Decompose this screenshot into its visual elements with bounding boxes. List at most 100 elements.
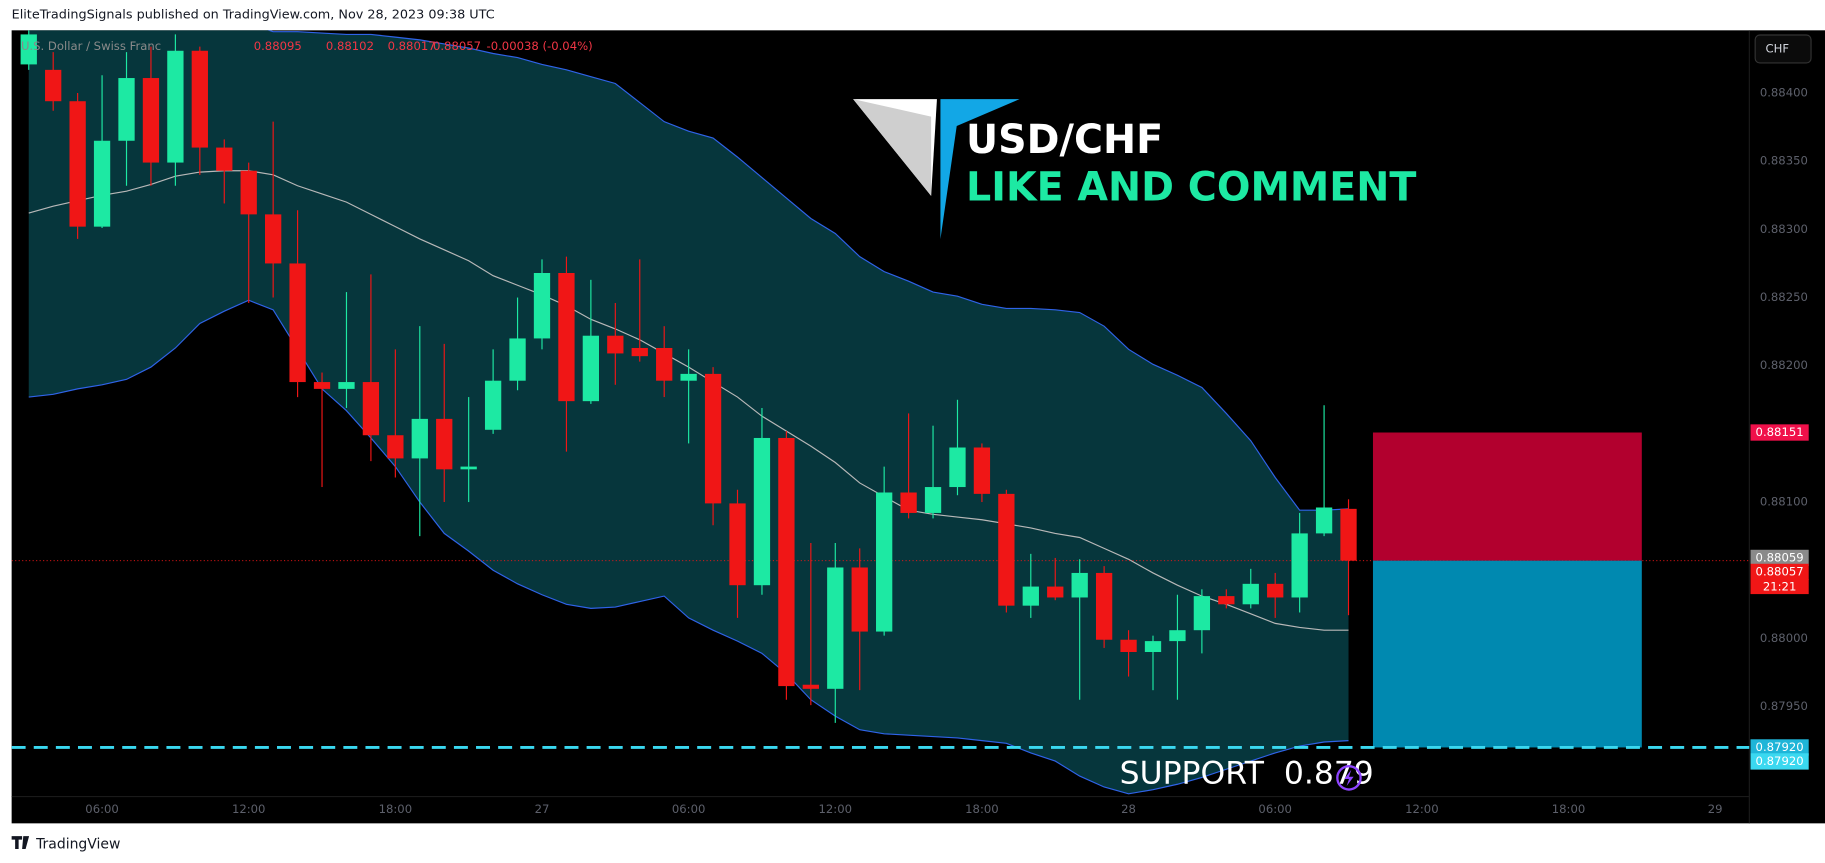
- legend: U.S. Dollar / Swiss Franc 0.88095 0.8810…: [21, 39, 593, 53]
- currency-button[interactable]: [1754, 34, 1812, 64]
- y-tick-label: 0.88100: [1760, 495, 1808, 509]
- annotation-title: USD/CHF: [966, 117, 1163, 163]
- price-label: 0.87920: [1756, 740, 1804, 754]
- target-zone: [1372, 560, 1642, 748]
- x-tick-label: 28: [1121, 802, 1136, 816]
- countdown-box: [1750, 578, 1809, 595]
- candle-body: [509, 338, 526, 381]
- published-text: EliteTradingSignals published on Trading…: [12, 8, 495, 23]
- price-label-box: [1750, 549, 1809, 567]
- candle-body: [1193, 596, 1211, 631]
- x-tick-label: 06:00: [85, 802, 119, 816]
- price-label-box: [1750, 424, 1809, 441]
- price-label-box: [1750, 739, 1809, 756]
- candle-body: [387, 435, 404, 459]
- candle-body: [1291, 533, 1308, 598]
- icon-bolt: [1344, 769, 1354, 787]
- candle-body: [973, 447, 991, 494]
- candle-body: [949, 447, 966, 488]
- candle-body: [240, 170, 257, 215]
- candle-body: [362, 382, 380, 436]
- y-tick-label: 0.88350: [1760, 154, 1808, 168]
- candle-body: [1340, 508, 1357, 561]
- y-tick-label: 0.87950: [1760, 699, 1808, 713]
- candle-body: [1242, 583, 1259, 605]
- candle-body: [191, 50, 208, 148]
- candle-body: [1120, 639, 1137, 653]
- candle-body: [704, 373, 722, 504]
- band-upper: [267, 30, 1349, 511]
- candle-body: [631, 347, 648, 357]
- candle-body: [753, 437, 771, 586]
- candle-body: [167, 50, 184, 163]
- y-tick-label: 0.88400: [1760, 86, 1808, 100]
- candle-body: [20, 34, 37, 65]
- price-label: 0.88059: [1756, 550, 1804, 564]
- legend-close: 0.88057: [433, 39, 481, 53]
- x-tick-label: 12:00: [819, 802, 853, 816]
- candle-body: [1047, 586, 1064, 598]
- candle-body: [924, 487, 942, 513]
- footer-logo: TradingView: [11, 836, 120, 852]
- footer-text: TradingView: [35, 836, 120, 852]
- candle-body: [607, 335, 624, 354]
- candle-body: [876, 492, 893, 632]
- candle-body: [1144, 641, 1162, 653]
- annotation-support: SUPPORT 0.879: [1120, 755, 1374, 791]
- candle-body: [851, 567, 868, 632]
- candle-body: [69, 101, 86, 227]
- candle-body: [1315, 507, 1333, 534]
- candle-body: [778, 437, 795, 687]
- x-tick-label: 27: [535, 802, 550, 816]
- currency-label[interactable]: CHF: [1766, 41, 1790, 55]
- price-label: 0.88057: [1756, 564, 1804, 578]
- candle-body: [289, 263, 306, 383]
- candle-body: [338, 382, 355, 389]
- x-tick-label: 18:00: [1552, 802, 1586, 816]
- plot: [11, 30, 1750, 795]
- support-icon: [1336, 765, 1362, 791]
- candle-body: [1095, 572, 1113, 640]
- candle-body: [1267, 583, 1284, 598]
- x-tick-label: 06:00: [672, 802, 706, 816]
- legend-open: 0.88095: [254, 39, 302, 53]
- candle-body: [533, 272, 551, 339]
- candle-body: [265, 214, 282, 264]
- x-tick-label: 12:00: [1405, 802, 1439, 816]
- x-tick-label: 06:00: [1258, 802, 1292, 816]
- candle-body: [45, 69, 62, 102]
- candle-body: [1169, 630, 1186, 642]
- candle-body: [484, 380, 502, 430]
- candle-body: [436, 418, 453, 470]
- countdown: 21:21: [1763, 580, 1797, 594]
- y-tick-label: 0.88000: [1760, 631, 1808, 645]
- candle-body: [998, 493, 1015, 606]
- stop-zone: [1372, 432, 1642, 561]
- x-tick-label: 12:00: [232, 802, 266, 816]
- candle-body: [1071, 572, 1088, 598]
- y-tick-label: 0.88300: [1760, 222, 1808, 236]
- candle-body: [1218, 596, 1235, 605]
- candle-body: [582, 335, 600, 402]
- legend-change: -0.00038 (-0.04%): [487, 39, 593, 53]
- candle-body: [118, 78, 135, 141]
- legend-symbol: U.S. Dollar / Swiss Franc: [21, 39, 161, 53]
- x-tick-label: 18:00: [965, 802, 999, 816]
- candle-body: [313, 382, 331, 389]
- candle-body: [680, 373, 697, 381]
- candle-body: [460, 466, 477, 470]
- y-tick-label: 0.88250: [1760, 290, 1808, 304]
- price-label: 0.88151: [1756, 425, 1804, 439]
- candle-body: [827, 567, 844, 689]
- candle-body: [656, 347, 673, 381]
- annotation-subtitle: LIKE AND COMMENT: [966, 165, 1416, 211]
- legend-high: 0.88102: [326, 39, 374, 53]
- candle-body: [216, 147, 233, 171]
- price-label-box: [1750, 753, 1809, 770]
- candle-body: [142, 78, 160, 163]
- candle-body: [729, 503, 746, 586]
- legend-low: 0.88017: [388, 39, 436, 53]
- y-tick-label: 0.88200: [1760, 358, 1808, 372]
- candle-body: [900, 492, 917, 513]
